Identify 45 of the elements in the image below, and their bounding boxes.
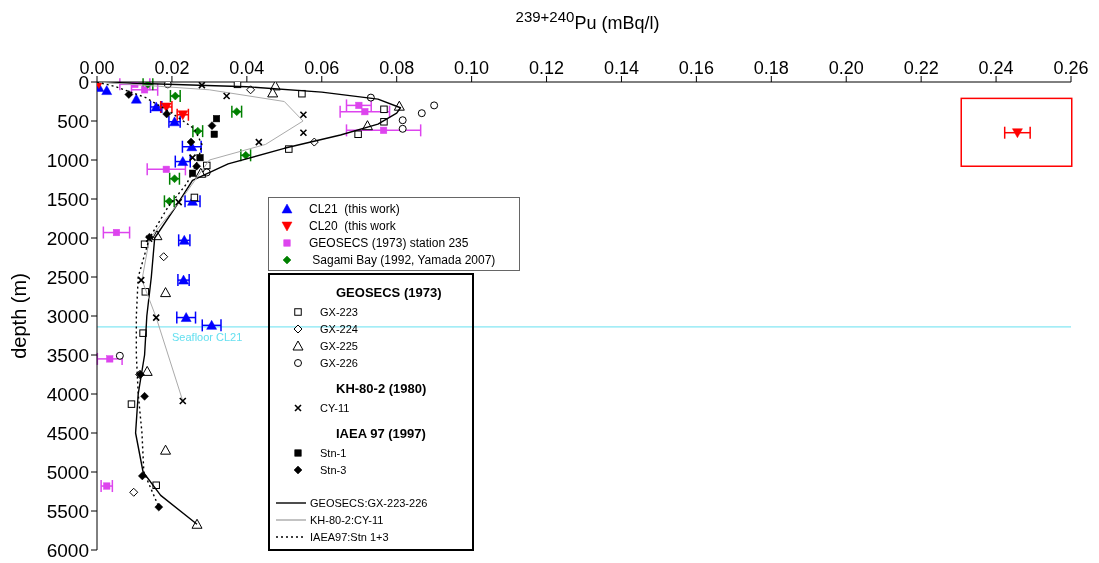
y-tick-label: 5000 — [46, 461, 89, 483]
y-tick-label: 2000 — [46, 227, 89, 249]
x-tick-label: 0.16 — [678, 58, 714, 78]
legend-label: GEOSECS:GX-223-226 — [310, 496, 428, 509]
y-tick-label: 500 — [57, 110, 89, 132]
legend-label: GX-225 — [320, 339, 358, 352]
annotation: IAEA 97 (1997) — [335, 426, 427, 443]
x-tick-label: 0.10 — [454, 58, 490, 78]
x-tick-label: 0.06 — [304, 58, 340, 78]
x-tick-label: 0.20 — [828, 58, 864, 78]
y-tick-label: 3500 — [46, 344, 89, 366]
y-tick-label: 4500 — [46, 422, 89, 444]
legend-label: Stn-3 — [320, 463, 347, 476]
x-tick-label: 0.18 — [753, 58, 789, 78]
y-tick-label: 4000 — [46, 383, 89, 405]
legend-label: GEOSECS (1973) station 235 — [309, 235, 469, 250]
y-tick-label: 6000 — [46, 539, 89, 561]
y-tick-label: 1500 — [46, 188, 89, 210]
legend-label: GX-223 — [320, 305, 358, 318]
legend-label: CL20 (this work — [309, 218, 396, 233]
x-tick-label: 0.02 — [154, 58, 190, 78]
legend-label: Sagami Bay (1992, Yamada 2007) — [311, 252, 496, 267]
x-tick-label: 0.04 — [229, 58, 265, 78]
legend-label: KH-80-2:CY-11 — [310, 513, 384, 526]
x-axis-title: $^{239+240}$Pu (mBq/l) — [514, 8, 661, 34]
x-tick-label: 0.26 — [1053, 58, 1089, 78]
y-tick-label: 5500 — [46, 500, 89, 522]
y-tick-label: 1000 — [46, 149, 89, 171]
x-tick-label: 0.08 — [379, 58, 415, 78]
annotation: GEOSECS (1973) — [335, 285, 443, 302]
legend-label: GX-226 — [320, 356, 358, 369]
y-tick-label: 2500 — [46, 266, 89, 288]
annotation: KH-80-2 (1980) — [335, 381, 428, 398]
legend-label: Stn-1 — [320, 446, 347, 459]
x-tick-label: 0.22 — [903, 58, 939, 78]
x-tick-label: 0.24 — [978, 58, 1014, 78]
x-tick-label: 0.12 — [529, 58, 565, 78]
legend-label: IAEA97:Stn 1+3 — [310, 530, 389, 543]
y-axis-title: depth (m) — [8, 273, 31, 359]
legend-label: CL21 (this work) — [309, 201, 400, 216]
ref-line-label: Seafloor CL21 — [172, 330, 243, 343]
legend-label: CY-11 — [320, 401, 350, 414]
x-tick-label: 0.14 — [603, 58, 639, 78]
y-tick-label: 3000 — [46, 305, 89, 327]
legend-label: GX-224 — [320, 322, 358, 335]
